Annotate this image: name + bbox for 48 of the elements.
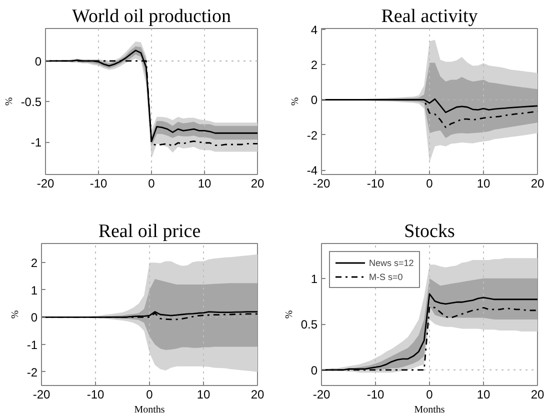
y-tick-label: -2 <box>26 365 38 380</box>
y-tick-label: 0 <box>310 363 318 378</box>
chart-title: World oil production <box>72 6 232 27</box>
chart-title: Stocks <box>404 221 455 242</box>
y-tick-label: -1 <box>30 136 42 150</box>
x-tick-label: -20 <box>32 388 50 402</box>
y-tick-label: 2 <box>30 256 38 270</box>
y-tick-label: -4 <box>306 164 318 178</box>
x-tick-label: -10 <box>90 176 108 190</box>
x-tick-label: -10 <box>86 388 104 402</box>
y-tick-label: -1 <box>26 338 38 352</box>
y-tick-label: 4 <box>310 22 318 37</box>
y-tick-label: 0 <box>30 310 38 325</box>
x-tick-label: 0 <box>146 388 154 402</box>
chart-title: Real activity <box>381 6 478 27</box>
chart-title: Real oil price <box>98 221 201 242</box>
x-tick-label: 10 <box>476 176 490 190</box>
x-tick-label: 20 <box>530 388 544 402</box>
x-axis-title: Months <box>414 404 445 416</box>
x-tick-label: 0 <box>426 176 434 190</box>
y-axis-title: % <box>4 97 15 106</box>
x-tick-label: 10 <box>198 176 212 190</box>
x-tick-label: 20 <box>530 176 544 190</box>
x-tick-label: -20 <box>36 176 54 190</box>
x-axis-title: Months <box>134 404 165 416</box>
y-tick-label: -2 <box>306 128 318 142</box>
y-tick-label: 1 <box>310 272 318 286</box>
x-tick-label: -20 <box>312 176 330 190</box>
legend-label: M-S s=0 <box>369 271 403 282</box>
x-tick-label: 0 <box>148 176 156 190</box>
x-tick-label: -10 <box>366 176 384 190</box>
y-tick-label: 0 <box>34 54 42 68</box>
x-tick-label: 0 <box>426 388 434 402</box>
x-tick-label: 10 <box>476 388 490 402</box>
y-tick-label: 1 <box>30 283 38 298</box>
legend-label: News s=12 <box>369 257 414 268</box>
y-tick-label: 0 <box>310 93 318 108</box>
y-tick-label: 2 <box>310 58 318 72</box>
x-tick-label: 10 <box>196 388 210 402</box>
x-tick-label: -20 <box>312 388 330 402</box>
y-axis-title: % <box>290 97 301 106</box>
x-tick-label: 20 <box>250 388 264 402</box>
y-tick-label: 0.5 <box>300 318 318 332</box>
y-axis-title: % <box>10 310 21 319</box>
y-axis-title: % <box>284 310 295 319</box>
x-tick-label: 20 <box>250 176 264 190</box>
y-tick-label: -0.5 <box>20 95 42 109</box>
x-tick-label: -10 <box>366 388 384 402</box>
